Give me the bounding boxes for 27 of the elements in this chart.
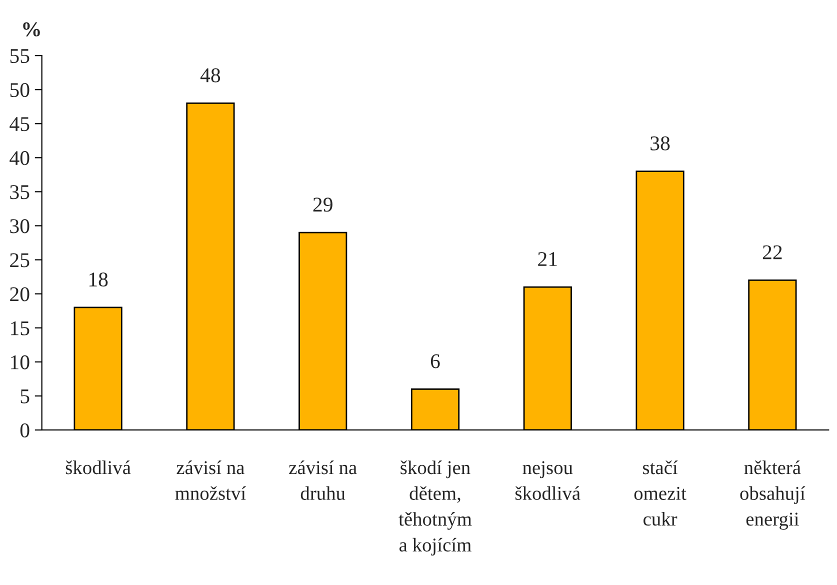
x-tick-label: závisí na množství xyxy=(175,460,246,500)
data-label: 29 xyxy=(313,198,332,212)
y-tick-label: 5 xyxy=(20,390,30,404)
data-label: 18 xyxy=(89,272,108,287)
data-label: 22 xyxy=(762,245,782,260)
y-tick-label: 15 xyxy=(11,321,30,336)
y-tick-label: 20 xyxy=(10,287,30,302)
x-tick-label: stačí omezit cukr xyxy=(634,460,686,526)
y-tick-label: 25 xyxy=(10,253,30,268)
y-tick-label: 35 xyxy=(10,185,30,200)
data-label: 48 xyxy=(200,68,220,82)
x-tick-label: závisí na druhu xyxy=(289,460,357,500)
y-tick-label: 30 xyxy=(10,219,30,234)
y-tick-label: 40 xyxy=(10,151,30,166)
x-tick-label: škodlivá xyxy=(66,460,131,474)
x-tick-label: škodí jen dětem, těhotným a kojícím xyxy=(398,460,472,556)
y-tick-label: 45 xyxy=(10,117,30,132)
x-tick-label: některá obsahují energii xyxy=(740,460,806,530)
data-label: 21 xyxy=(538,252,557,266)
y-tick-label: 55 xyxy=(10,49,30,64)
x-tick-label: nejsou škodlivá xyxy=(515,461,580,500)
data-label: 6 xyxy=(430,354,440,368)
y-axis-title: % xyxy=(23,22,40,36)
y-tick-label: 0 xyxy=(20,423,30,438)
y-tick-label: 10 xyxy=(11,355,30,370)
data-label: 38 xyxy=(650,136,670,150)
y-tick-label: 50 xyxy=(10,82,30,98)
